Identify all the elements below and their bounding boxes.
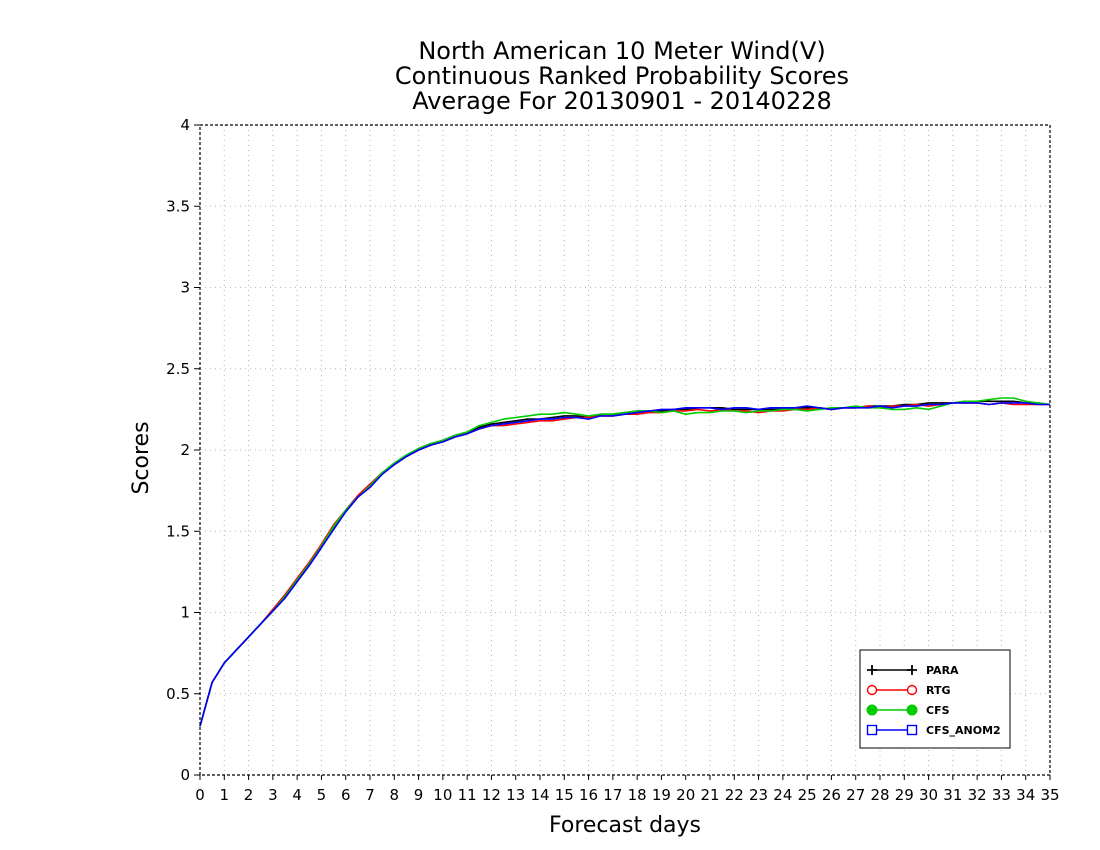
x-tick-label: 20 <box>676 786 695 804</box>
title-line-3: Average For 20130901 - 20140228 <box>412 87 832 115</box>
x-tick-label: 12 <box>482 786 501 804</box>
y-tick-label: 0 <box>180 766 190 784</box>
legend-marker-cfs-anom2 <box>906 724 918 736</box>
x-tick-label: 28 <box>870 786 889 804</box>
series-lines <box>199 397 1051 727</box>
x-tick-label: 10 <box>433 786 452 804</box>
x-axis-label: Forecast days <box>549 813 701 838</box>
x-tick-label: 34 <box>1016 786 1035 804</box>
x-tick-label: 3 <box>268 786 278 804</box>
x-tick-label: 32 <box>968 786 987 804</box>
x-tick-label: 15 <box>555 786 574 804</box>
title-line-2: Continuous Ranked Probability Scores <box>395 62 849 90</box>
x-tick-label: 19 <box>652 786 671 804</box>
legend-box <box>859 649 1011 749</box>
x-tick-label: 31 <box>943 786 962 804</box>
legend-marker-para <box>867 665 877 675</box>
y-tick-label: 2.5 <box>166 360 190 378</box>
series-line-cfs <box>199 397 1051 727</box>
x-tick-label: 1 <box>220 786 230 804</box>
x-axis: 0 1 2 3 4 5 6 7 8 9 10 11 12 13 14 15 16 17 18 19 20 21 22 23 24… <box>195 775 1060 804</box>
x-tick-label: 16 <box>579 786 598 804</box>
y-tick-label: 0.5 <box>166 685 190 703</box>
grid <box>200 125 1050 775</box>
x-tick-label: 26 <box>822 786 841 804</box>
x-tick-label: 24 <box>773 786 792 804</box>
x-tick-label: 23 <box>749 786 768 804</box>
x-tick-label: 5 <box>317 786 327 804</box>
x-tick-label: 35 <box>1040 786 1059 804</box>
y-tick-label: 2 <box>180 441 190 459</box>
x-tick-label: 18 <box>628 786 647 804</box>
x-tick-label: 22 <box>725 786 744 804</box>
x-tick-label: 17 <box>603 786 622 804</box>
y-tick-label: 4 <box>180 116 190 134</box>
x-tick-label: 29 <box>895 786 914 804</box>
legend-label-cfs-anom2: CFS_ANOM2 <box>926 724 1001 737</box>
y-tick-label: 1.5 <box>166 522 190 540</box>
legend-marker-rtg <box>906 684 918 696</box>
x-tick-label: 9 <box>414 786 424 804</box>
x-tick-label: 21 <box>700 786 719 804</box>
x-tick-label: 7 <box>365 786 375 804</box>
x-tick-label: 11 <box>458 786 477 804</box>
legend: PARA RTG CFS CFS_ANOM2 <box>859 649 1011 749</box>
y-tick-label: 3 <box>180 279 190 297</box>
y-axis-label: Scores <box>129 421 154 494</box>
chart-title: North American 10 Meter Wind(V) Continuo… <box>395 37 849 115</box>
x-tick-label: 14 <box>530 786 549 804</box>
series-line-cfs-anom2 <box>199 402 1050 727</box>
y-tick-label: 3.5 <box>166 197 190 215</box>
x-tick-label: 27 <box>846 786 865 804</box>
y-tick-label: 1 <box>180 604 190 622</box>
x-tick-label: 0 <box>195 786 205 804</box>
legend-label-para: PARA <box>926 664 959 677</box>
x-tick-label: 30 <box>919 786 938 804</box>
x-tick-label: 6 <box>341 786 351 804</box>
x-tick-label: 4 <box>292 786 302 804</box>
x-tick-label: 25 <box>798 786 817 804</box>
title-line-1: North American 10 Meter Wind(V) <box>418 37 825 65</box>
legend-marker-para <box>907 665 917 675</box>
legend-marker-cfs <box>866 704 878 716</box>
legend-label-cfs: CFS <box>926 704 950 717</box>
x-tick-label: 2 <box>244 786 254 804</box>
legend-marker-rtg <box>866 684 878 696</box>
legend-marker-cfs <box>906 704 918 716</box>
x-tick-label: 8 <box>390 786 400 804</box>
x-tick-label: 33 <box>992 786 1011 804</box>
legend-marker-cfs-anom2 <box>866 724 878 736</box>
y-axis: 0 0.5 1 1.5 2 2.5 3 3.5 4 <box>166 116 200 784</box>
legend-label-rtg: RTG <box>926 684 951 697</box>
x-tick-label: 13 <box>506 786 525 804</box>
